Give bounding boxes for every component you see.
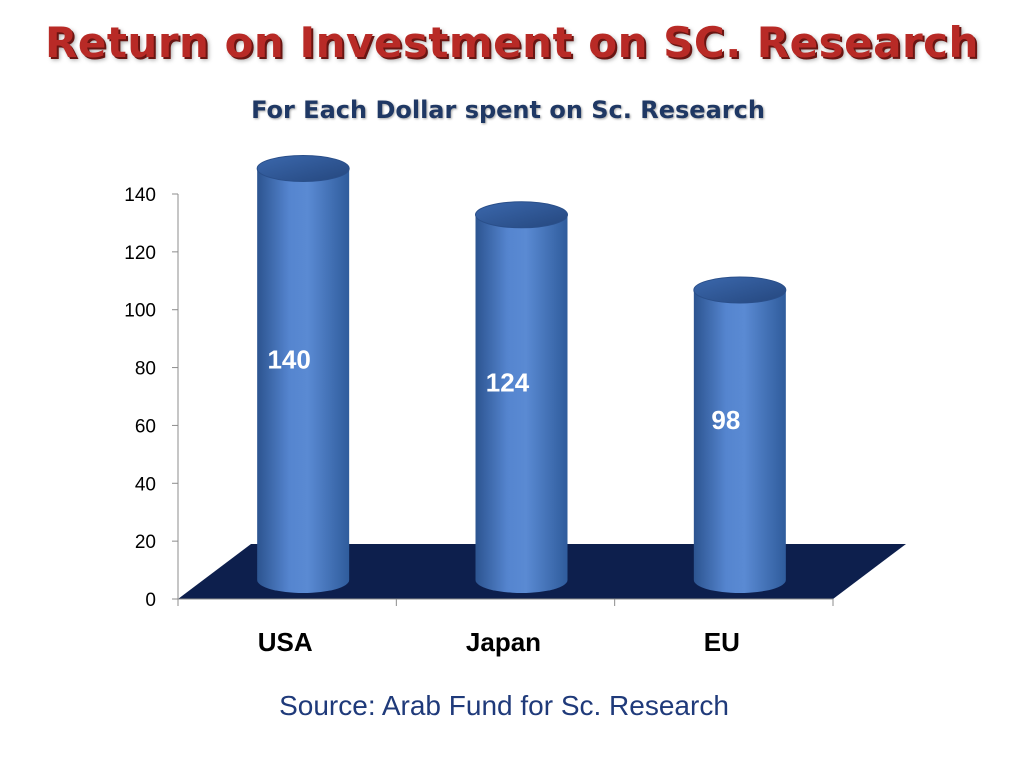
bar-top (256, 155, 350, 182)
x-category-label: USA (258, 627, 313, 657)
bar-body (475, 214, 568, 594)
y-tick-label: 20 (135, 532, 156, 553)
x-category-label: Japan (466, 627, 541, 657)
x-category-label: EU (704, 627, 740, 657)
slide-title: Return on Investment on SC. Research (45, 18, 979, 67)
data-label: 98 (711, 405, 740, 435)
bar-top (693, 276, 787, 304)
y-tick-label: 60 (135, 416, 156, 437)
bar-body (257, 168, 350, 593)
bar-top (475, 201, 568, 229)
bar-eu (693, 276, 787, 593)
bar-japan (475, 201, 568, 594)
y-tick-label: 80 (135, 359, 156, 380)
y-tick-label: 140 (124, 185, 156, 206)
slide-subtitle: For Each Dollar spent on Sc. Research (251, 96, 765, 124)
bar-body (693, 290, 786, 593)
data-label: 124 (486, 367, 530, 397)
y-tick-label: 120 (124, 243, 156, 264)
y-tick-label: 40 (135, 474, 156, 495)
bar-usa (256, 155, 350, 593)
source-note: Source: Arab Fund for Sc. Research (279, 690, 729, 721)
y-tick-label: 0 (145, 590, 156, 611)
y-tick-label: 100 (124, 301, 156, 322)
data-label: 140 (267, 344, 310, 374)
